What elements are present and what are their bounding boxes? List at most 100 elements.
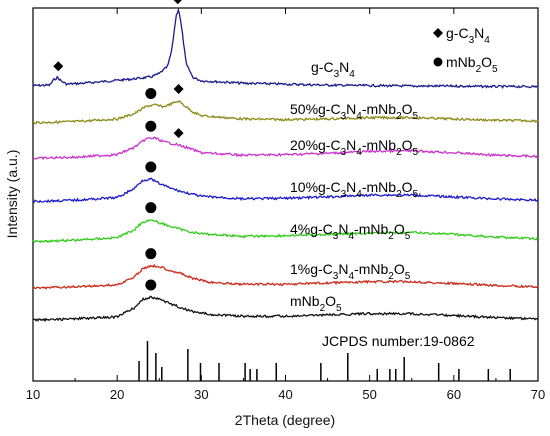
series-label-6-part: 1%g-C — [290, 261, 333, 277]
x-tick-label: 20 — [110, 387, 124, 402]
series-label-6-part: 5 — [405, 271, 411, 282]
series-label-1-part: N — [339, 59, 349, 75]
series-label-4-part: O — [402, 179, 413, 195]
series-label-4: 10%g-C3N4-mNb2O5 — [290, 179, 419, 200]
series-label-5-part: -mNb — [354, 221, 388, 237]
series-label-2-part: 3 — [341, 111, 347, 122]
series-label-3-part: 4 — [356, 147, 362, 158]
series-label-6: 1%g-C3N4-mNb2O5 — [290, 261, 411, 282]
series-label-7-part: mNb — [290, 293, 320, 309]
series-label-7-part: 5 — [336, 303, 342, 314]
series-line-2 — [32, 100, 539, 125]
series-label-5-part: 4%g-C — [290, 221, 333, 237]
legend-entry-1-part: 4 — [484, 35, 490, 46]
series-label-6-part: O — [394, 261, 405, 277]
y-axis-title: Intensity (a.u.) — [4, 150, 20, 239]
series-label-4-part: -mNb — [362, 179, 396, 195]
series-line-1 — [32, 7, 539, 90]
series-label-5-part: N — [338, 221, 348, 237]
series-label-5-part: 3 — [333, 231, 339, 242]
x-axis-ticks: 10 20 30 40 50 60 70 — [26, 8, 545, 402]
series-label-1-part: g-C — [311, 59, 334, 75]
phase-marker-diamond — [173, 84, 184, 95]
legend-diamond-icon — [433, 28, 443, 38]
series-label-2-part: 2 — [396, 111, 402, 122]
phase-marker-circle — [145, 120, 157, 132]
series-label-2-part: N — [346, 101, 356, 117]
series-label-2-part: O — [402, 101, 413, 117]
series-line-4 — [32, 177, 539, 204]
series-label-5: 4%g-C3N4-mNb2O5 — [290, 221, 411, 242]
series-label-4-part: 10%g-C — [290, 179, 341, 195]
legend-entry-2-part: mNb — [446, 54, 476, 70]
series-label-7-part: O — [325, 293, 336, 309]
legend-entry-1: g-C3N4 — [446, 25, 490, 46]
series-label-1-part: 3 — [334, 69, 340, 80]
x-tick-label: 30 — [194, 387, 208, 402]
legend-entry-2: mNb2O5 — [446, 54, 498, 75]
reference-pattern — [138, 341, 511, 381]
series-line-5 — [32, 219, 539, 244]
series-layer: g-C3N450%g-C3N4-mNb2O520%g-C3N4-mNb2O510… — [32, 7, 539, 323]
series-label-2-part: 4 — [356, 111, 362, 122]
phase-marker-diamond — [173, 128, 184, 139]
series-label-1-part: 4 — [349, 69, 355, 80]
x-tick-label: 60 — [447, 387, 461, 402]
series-label-4-part: 2 — [396, 189, 402, 200]
x-tick-label: 10 — [26, 387, 40, 402]
x-axis-title: 2Theta (degree) — [235, 412, 335, 428]
series-label-5-part: 2 — [388, 231, 394, 242]
phase-marker-circle — [145, 202, 157, 214]
phase-marker-circle — [145, 161, 157, 173]
series-label-4-part: 5 — [413, 189, 419, 200]
legend-entry-2-part: 5 — [492, 64, 498, 75]
legend: g-C3N4 mNb2O5 — [433, 25, 498, 75]
phase-marker-diamond — [173, 0, 182, 5]
series-label-4-part: 4 — [356, 189, 362, 200]
series-label-3-part: 3 — [341, 147, 347, 158]
series-label-7-part: 2 — [320, 303, 326, 314]
series-label-2-part: -mNb — [362, 101, 396, 117]
legend-entry-1-part: g-C — [446, 25, 469, 41]
phase-marker-circle — [145, 279, 157, 291]
legend-entry-1-part: 3 — [469, 35, 475, 46]
series-label-3-part: -mNb — [362, 137, 396, 153]
series-label-6-part: 2 — [388, 271, 394, 282]
series-label-3-part: O — [402, 137, 413, 153]
series-label-3-part: 20%g-C — [290, 137, 341, 153]
x-tick-label: 70 — [531, 387, 545, 402]
series-label-3-part: 2 — [396, 147, 402, 158]
legend-entry-1-part: N — [474, 25, 484, 41]
series-label-3-part: 5 — [413, 147, 419, 158]
x-tick-label: 50 — [362, 387, 376, 402]
series-label-5-part: 5 — [405, 231, 411, 242]
marks-layer — [53, 0, 184, 291]
series-label-2: 50%g-C3N4-mNb2O5 — [290, 101, 419, 122]
series-label-3-part: N — [346, 137, 356, 153]
series-label-6-part: 3 — [333, 271, 339, 282]
series-label-1: g-C3N4 — [311, 59, 355, 80]
series-label-4-part: 3 — [341, 189, 347, 200]
reference-label: JCPDS number:19-0862 — [322, 333, 475, 349]
series-line-6 — [32, 263, 539, 290]
x-tick-label: 40 — [278, 387, 292, 402]
series-label-6-part: N — [338, 261, 348, 277]
legend-entry-2-part: O — [481, 54, 492, 70]
series-label-2-part: 5 — [413, 111, 419, 122]
phase-marker-diamond — [53, 61, 64, 72]
series-label-6-part: -mNb — [354, 261, 388, 277]
series-label-7: mNb2O5 — [290, 293, 342, 314]
series-label-5-part: 4 — [348, 231, 354, 242]
series-line-7 — [32, 295, 539, 323]
series-label-3: 20%g-C3N4-mNb2O5 — [290, 137, 419, 158]
series-label-2-part: 50%g-C — [290, 101, 341, 117]
series-label-6-part: 4 — [348, 271, 354, 282]
legend-entry-2-part: 2 — [476, 64, 482, 75]
series-line-3 — [32, 136, 539, 161]
series-label-4-part: N — [346, 179, 356, 195]
series-label-5-part: O — [394, 221, 405, 237]
phase-marker-circle — [145, 248, 157, 260]
phase-marker-circle — [145, 88, 157, 100]
legend-circle-icon — [433, 57, 443, 67]
